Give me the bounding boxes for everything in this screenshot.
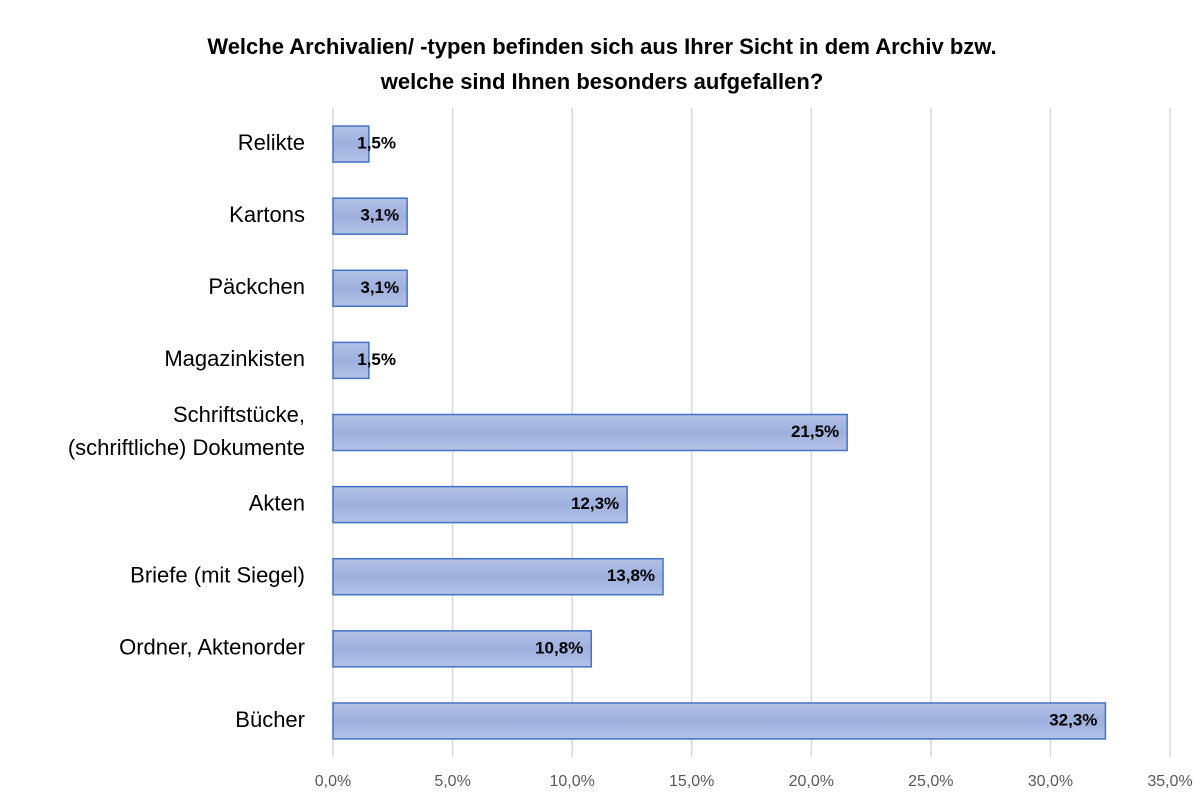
x-tick-label: 10,0%: [549, 773, 594, 790]
x-tick-label: 25,0%: [908, 773, 953, 790]
category-label: Päckchen: [208, 274, 305, 299]
bar: [332, 413, 848, 452]
x-tick-label: 20,0%: [789, 773, 834, 790]
bar: [332, 197, 408, 235]
value-label: 32,3%: [1049, 710, 1097, 729]
category-label: Briefe (mit Siegel): [130, 563, 305, 588]
value-label: 21,5%: [791, 422, 839, 441]
category-label: Bücher: [235, 707, 305, 732]
chart-title: Welche Archivalien/ -typen befinden sich…: [207, 34, 996, 94]
value-label: 12,3%: [571, 494, 619, 513]
x-tick-label: 15,0%: [669, 773, 714, 790]
x-tick-label: 0,0%: [315, 773, 351, 790]
bar: [332, 557, 664, 596]
category-label: Magazinkisten: [164, 346, 305, 371]
x-tick-label: 5,0%: [434, 773, 470, 790]
value-label: 3,1%: [360, 278, 399, 297]
bar: [332, 630, 593, 668]
bar: [332, 341, 370, 380]
x-tick-label: 35,0%: [1147, 773, 1192, 790]
value-label: 1,5%: [357, 350, 396, 369]
category-label: Relikte: [238, 130, 305, 155]
bar: [332, 702, 1107, 740]
value-label: 10,8%: [535, 638, 583, 657]
bar: [332, 269, 408, 308]
category-label: Akten: [249, 490, 305, 515]
category-label: Schriftstücke, (schriftliche) Dokumente: [68, 402, 305, 460]
bar: [332, 125, 370, 163]
value-label: 3,1%: [360, 206, 399, 225]
value-label: 13,8%: [607, 566, 655, 585]
x-tick-label: 30,0%: [1028, 773, 1073, 790]
value-label: 1,5%: [357, 134, 396, 153]
category-label: Ordner, Aktenorder: [119, 635, 305, 660]
bar: [332, 485, 628, 524]
category-label: Kartons: [229, 202, 305, 227]
